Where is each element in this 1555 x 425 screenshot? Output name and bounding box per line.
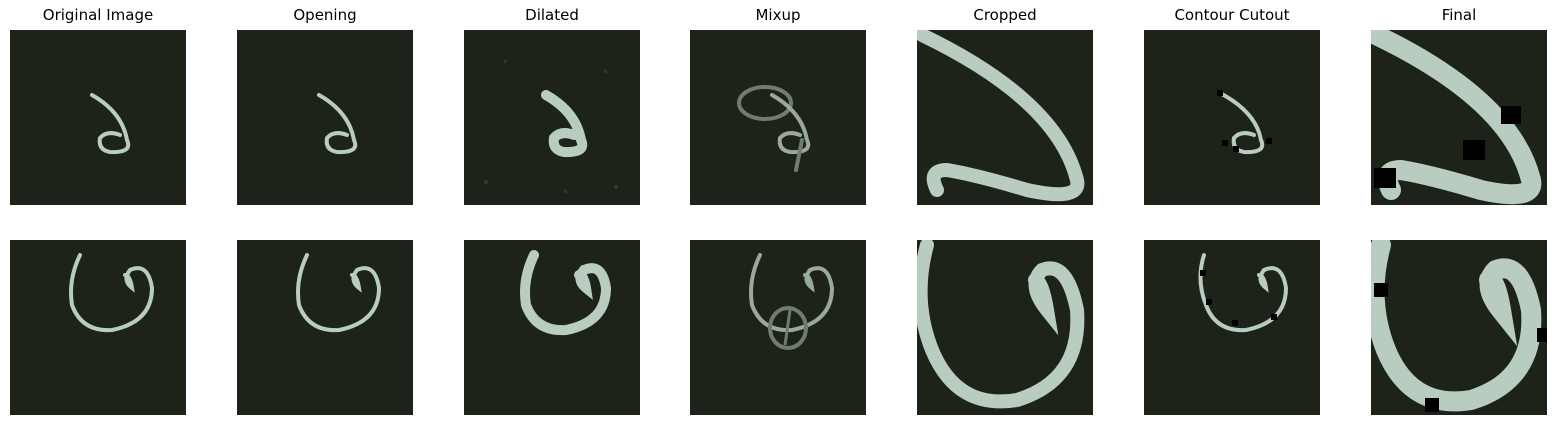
image-final-row1 <box>1371 30 1547 205</box>
image-dilated-row2 <box>464 240 640 415</box>
column-title-cropped: Cropped <box>973 6 1037 24</box>
image-original-row1 <box>10 30 186 205</box>
image-opening-row1 <box>237 30 413 205</box>
image-cropped-row2 <box>917 240 1093 415</box>
image-contour-cutout-row1 <box>1144 30 1320 205</box>
image-contour-cutout-row2 <box>1144 240 1320 415</box>
column-title-original-image: Original Image <box>42 6 154 24</box>
column-title-dilated: Dilated <box>525 6 579 24</box>
column-title-final: Final <box>1441 6 1477 24</box>
image-original-row2 <box>10 240 186 415</box>
image-opening-row2 <box>237 240 413 415</box>
image-final-row2 <box>1371 240 1547 415</box>
column-title-contour-cutout: Contour Cutout <box>1174 6 1290 24</box>
image-cropped-row1 <box>917 30 1093 205</box>
image-mixup-row1 <box>690 30 866 205</box>
image-dilated-row1 <box>464 30 640 205</box>
column-title-mixup: Mixup <box>755 6 801 24</box>
column-title-opening: Opening <box>293 6 357 24</box>
image-mixup-row2 <box>690 240 866 415</box>
